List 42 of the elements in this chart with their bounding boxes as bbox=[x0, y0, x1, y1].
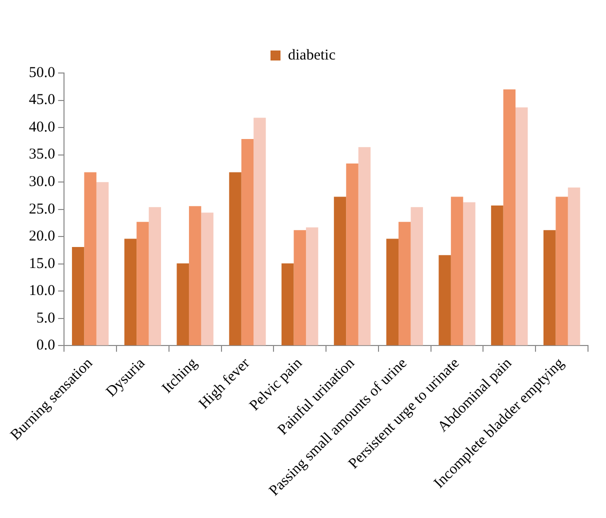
bar bbox=[556, 196, 568, 346]
bar bbox=[148, 207, 162, 346]
bar bbox=[346, 164, 358, 346]
bar bbox=[282, 263, 294, 346]
y-tick-label: 30.0 bbox=[28, 174, 56, 190]
bar bbox=[334, 196, 346, 346]
y-tick-label: 35.0 bbox=[28, 146, 56, 163]
bar bbox=[491, 206, 504, 346]
bar bbox=[503, 89, 516, 346]
bar bbox=[450, 196, 464, 346]
bar bbox=[188, 206, 202, 346]
bar bbox=[410, 207, 423, 346]
y-tick-label: 20.0 bbox=[28, 228, 56, 245]
bar bbox=[72, 246, 84, 346]
y-tick-label: 15.0 bbox=[28, 256, 56, 272]
bar bbox=[176, 263, 189, 346]
legend-label: diabetic bbox=[288, 47, 336, 64]
bar bbox=[96, 182, 109, 346]
bar bbox=[294, 230, 306, 346]
bar bbox=[568, 188, 580, 346]
bar bbox=[201, 212, 214, 346]
bar bbox=[306, 227, 318, 346]
bar bbox=[438, 255, 451, 346]
bar bbox=[84, 172, 96, 346]
bar bbox=[254, 118, 266, 346]
bar bbox=[386, 238, 399, 346]
bar bbox=[124, 238, 137, 346]
bar bbox=[241, 138, 254, 346]
bar bbox=[358, 147, 371, 346]
y-tick-label: 10.0 bbox=[28, 283, 56, 300]
bar bbox=[463, 202, 476, 346]
bar bbox=[516, 107, 528, 346]
y-tick-label: 0.0 bbox=[36, 338, 56, 354]
y-tick-label: 25.0 bbox=[28, 201, 56, 218]
y-tick-label: 50.0 bbox=[28, 64, 56, 81]
bar bbox=[543, 230, 556, 346]
bar bbox=[136, 222, 149, 346]
y-tick-label: 45.0 bbox=[28, 92, 56, 108]
bar bbox=[398, 222, 411, 346]
y-tick-label: 40.0 bbox=[28, 119, 56, 136]
y-tick-label: 5.0 bbox=[36, 310, 56, 326]
bar bbox=[229, 172, 242, 346]
